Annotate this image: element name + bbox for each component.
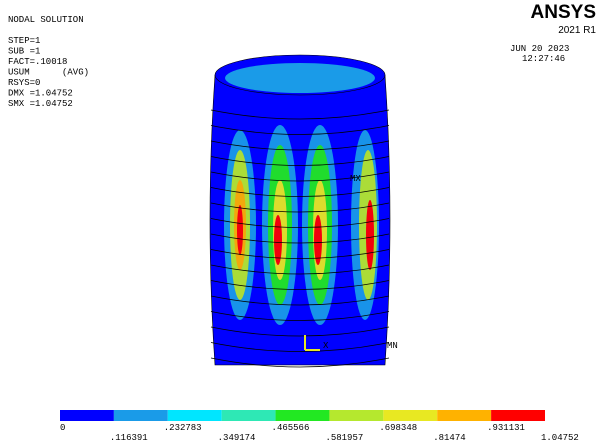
max-marker: MX xyxy=(350,174,361,184)
legend-band xyxy=(329,410,383,421)
brand: ANSYS xyxy=(531,2,596,23)
info-line: DMX =1.04752 xyxy=(8,89,73,99)
min-marker: MN xyxy=(387,341,398,351)
legend-label: .698348 xyxy=(379,423,417,433)
title: NODAL SOLUTION xyxy=(8,15,84,25)
time: 12:27:46 xyxy=(522,54,565,64)
legend-label: .116391 xyxy=(110,433,148,443)
legend-label: .232783 xyxy=(164,423,202,433)
legend-label: 0 xyxy=(60,423,65,433)
info-line: RSYS=0 xyxy=(8,78,40,88)
info-line: SUB =1 xyxy=(8,47,40,57)
legend-band xyxy=(168,410,222,421)
legend-label: .931131 xyxy=(487,423,525,433)
info-line: SMX =1.04752 xyxy=(8,99,73,109)
version: 2021 R1 xyxy=(558,25,596,36)
info-line: STEP=1 xyxy=(8,36,40,46)
legend-label: .465566 xyxy=(272,423,310,433)
legend-band xyxy=(437,410,491,421)
axis-label: X xyxy=(323,341,329,351)
screen: NODAL SOLUTION STEP=1SUB =1FACT=.10018US… xyxy=(0,0,604,448)
date: JUN 20 2023 xyxy=(510,44,569,54)
model xyxy=(210,55,390,367)
legend: 0 .116391 .232783 .349174 .465566 .581957 .698… xyxy=(60,410,579,443)
legend-band xyxy=(276,410,330,421)
legend-label: .81474 xyxy=(433,433,465,443)
legend-band xyxy=(222,410,276,421)
info-line: USUM (AVG) xyxy=(8,68,89,78)
legend-band xyxy=(114,410,168,421)
legend-band xyxy=(60,410,114,421)
page: NODAL SOLUTION STEP=1SUB =1FACT=.10018US… xyxy=(0,0,604,448)
legend-band xyxy=(491,410,545,421)
legend-band xyxy=(383,410,437,421)
legend-label: .349174 xyxy=(218,433,256,443)
legend-label: 1.04752 xyxy=(541,433,579,443)
info-line: FACT=.10018 xyxy=(8,57,67,67)
legend-label: .581957 xyxy=(325,433,363,443)
